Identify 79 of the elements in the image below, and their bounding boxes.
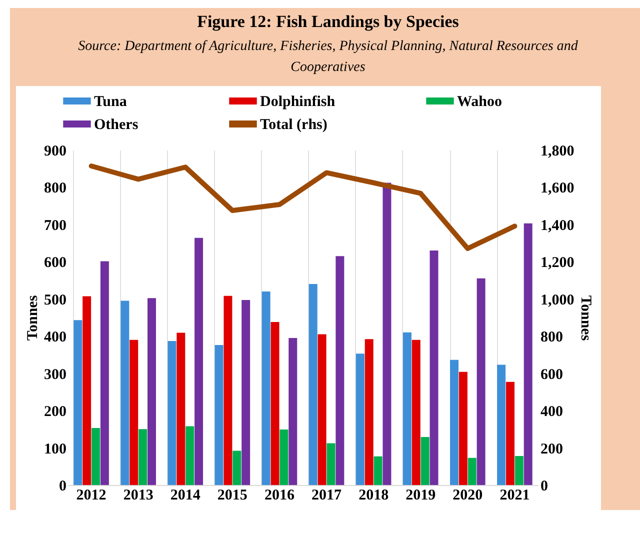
bar — [242, 300, 250, 485]
x-tick-label: 2020 — [452, 488, 483, 504]
y2-tick-label: 1,400 — [540, 218, 574, 234]
bar — [120, 300, 130, 485]
bar — [382, 182, 392, 485]
legend-label: Dolphinfish — [260, 94, 336, 110]
bar — [262, 291, 270, 485]
bar — [374, 456, 382, 485]
bar — [270, 322, 280, 485]
y-tick-label: 300 — [44, 366, 66, 383]
bar — [514, 456, 524, 485]
y-tick-label: 700 — [44, 218, 66, 234]
bar — [430, 250, 438, 485]
bar — [194, 238, 204, 485]
y-tick-label: 600 — [44, 255, 66, 272]
bar — [476, 278, 486, 485]
bar — [138, 429, 148, 485]
bar — [82, 296, 92, 485]
bar — [100, 261, 109, 485]
bar — [168, 340, 176, 485]
bar — [420, 436, 430, 485]
y-axis-title: Tonnes — [25, 295, 41, 341]
bar — [214, 345, 224, 485]
y2-tick-label: 400 — [540, 404, 563, 420]
bar — [412, 340, 420, 485]
y2-tick-label: 1,000 — [540, 292, 574, 308]
y-tick-label: 0 — [59, 478, 66, 494]
y-tick-label: 800 — [44, 180, 66, 197]
x-tick-label: 2016 — [264, 488, 295, 504]
bar — [326, 443, 336, 485]
x-tick-label: 2017 — [312, 488, 342, 504]
x-tick-label: 2012 — [76, 488, 106, 504]
bar — [92, 428, 100, 485]
legend-label: Tuna — [94, 94, 128, 110]
bar — [356, 354, 364, 485]
x-tick-label: 2019 — [406, 488, 436, 504]
y2-tick-label: 1,200 — [540, 255, 574, 272]
x-tick-label: 2018 — [358, 488, 389, 504]
bar — [468, 458, 476, 485]
bar — [336, 256, 344, 485]
y2-axis-title: Tonnes — [577, 295, 594, 341]
bar — [288, 338, 298, 485]
bar — [147, 298, 156, 485]
bar — [224, 296, 232, 485]
y2-tick-label: 1,800 — [540, 144, 574, 160]
y2-tick-label: 800 — [540, 330, 563, 346]
bar — [506, 382, 514, 485]
x-tick-label: 2014 — [170, 488, 201, 504]
bar — [524, 223, 532, 485]
bar — [186, 426, 194, 485]
x-tick-label: 2021 — [500, 488, 530, 504]
bar — [364, 339, 374, 485]
y-tick-label: 100 — [44, 441, 66, 458]
legend-label: Wahoo — [457, 94, 502, 110]
y2-tick-label: 0 — [540, 478, 548, 494]
x-tick-label: 2015 — [217, 488, 248, 504]
bar — [130, 340, 138, 485]
chart-title: Figure 12: Fish Landings by Species — [196, 12, 460, 32]
y-tick-label: 500 — [44, 292, 66, 308]
chart-subtitle: Source: Department of Agriculture, Fisheries, Physical Planning, Natural Resources and Cooperatives — [77, 38, 579, 77]
legend-label: Total (rhs) — [260, 117, 328, 133]
y2-tick-label: 200 — [540, 441, 563, 458]
x-tick-label: 2013 — [123, 488, 154, 504]
bar — [497, 364, 506, 485]
bar — [318, 334, 326, 485]
bar — [280, 430, 288, 485]
y2-tick-label: 600 — [540, 366, 563, 383]
bar — [402, 332, 412, 485]
bar — [308, 284, 318, 485]
bar — [458, 372, 468, 485]
bar — [176, 332, 186, 485]
bar — [232, 450, 242, 485]
y-tick-label: 900 — [44, 144, 66, 160]
y-tick-label: 400 — [44, 330, 66, 346]
y-tick-label: 200 — [44, 404, 66, 420]
bar — [74, 320, 82, 485]
bar — [450, 360, 459, 485]
y2-tick-label: 1,600 — [540, 180, 574, 197]
legend-label: Others — [94, 117, 138, 133]
